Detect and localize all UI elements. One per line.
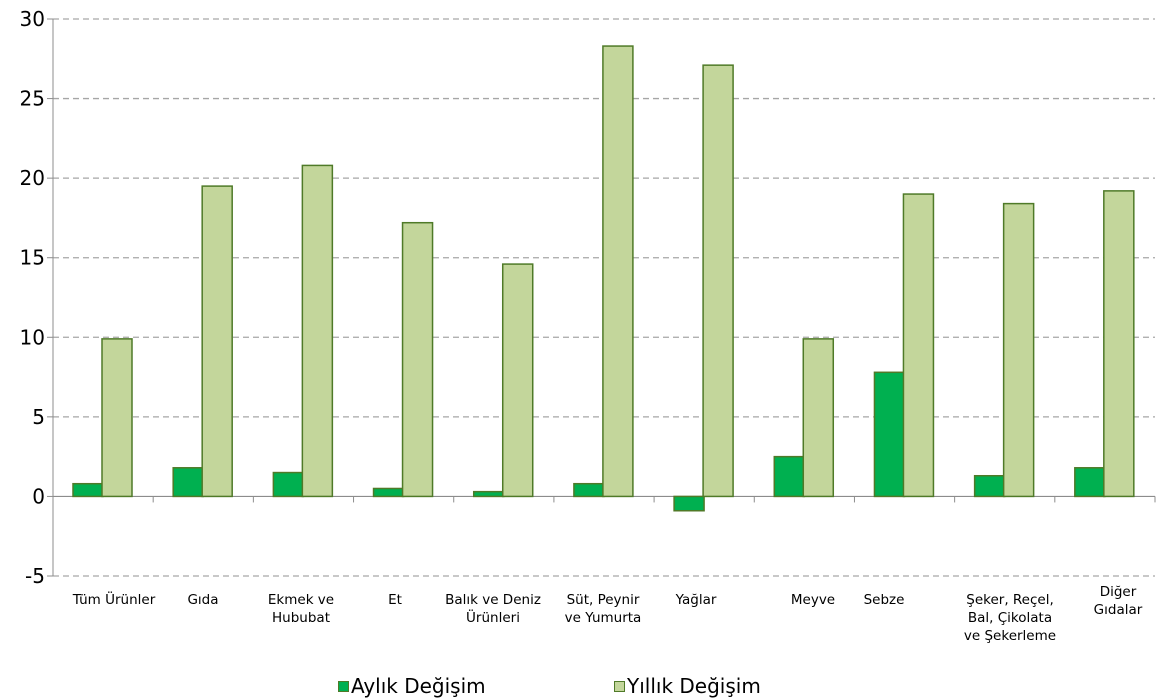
y-tick-label: 0 xyxy=(32,484,45,508)
x-category-label: Balık ve Deniz xyxy=(445,592,541,608)
y-tick-label: 30 xyxy=(20,7,45,31)
bar-monthly xyxy=(72,482,104,498)
legend: Aylık Değişim Yıllık Değişim xyxy=(0,674,1156,698)
y-tick-label: 5 xyxy=(32,405,45,429)
y-tick-label: 10 xyxy=(20,325,45,349)
bar-yearly xyxy=(702,64,734,498)
bar-yearly xyxy=(101,338,133,498)
bar-monthly xyxy=(873,371,906,498)
x-category-label: Süt, Peynir xyxy=(567,592,640,608)
x-category-label: Gıdalar xyxy=(1094,602,1143,618)
bar-yearly xyxy=(1002,202,1035,498)
legend-item-yearly: Yıllık Değişim xyxy=(614,674,761,698)
x-category-label: Yağlar xyxy=(675,592,717,608)
bar-monthly xyxy=(673,495,705,512)
x-category-label: ve Şekerleme xyxy=(964,628,1056,644)
x-category-label: Ürünleri xyxy=(466,608,520,626)
bar-yearly xyxy=(301,164,334,498)
legend-swatch-yearly xyxy=(614,680,625,692)
bar-yearly xyxy=(501,263,534,498)
bar-yearly xyxy=(902,193,935,498)
y-tick-label: -5 xyxy=(25,564,45,588)
bar-yearly xyxy=(802,338,835,498)
bar-yearly xyxy=(401,221,434,498)
bar-monthly xyxy=(372,487,405,498)
x-category-label: Meyve xyxy=(791,592,835,608)
x-category-label: Sebze xyxy=(864,592,905,608)
bar-monthly xyxy=(472,490,505,498)
x-category-label: Ekmek ve xyxy=(268,592,334,608)
x-category-label: Bal, Çikolata xyxy=(968,610,1052,626)
x-category-label: Diğer xyxy=(1100,584,1137,600)
bar-monthly xyxy=(172,467,204,498)
legend-label-yearly: Yıllık Değişim xyxy=(627,674,761,698)
y-tick-label: 20 xyxy=(20,166,45,190)
y-tick-label: 15 xyxy=(20,246,45,270)
x-category-label: Şeker, Reçel, xyxy=(966,592,1054,608)
y-tick-labels: -5 0 5 10 15 20 25 30 xyxy=(20,7,45,588)
legend-swatch-monthly xyxy=(338,680,349,692)
bar-yearly xyxy=(201,185,233,498)
bar-yearly xyxy=(1103,190,1135,498)
bar-monthly xyxy=(773,455,806,498)
bar-monthly xyxy=(1074,467,1106,498)
x-category-labels: Tüm Ürünler Gıda Ekmek ve Hububat Et Balık ve… xyxy=(72,584,1143,644)
x-category-label: Tüm Ürünler xyxy=(72,590,156,608)
bar-monthly xyxy=(973,474,1006,498)
legend-label-monthly: Aylık Değişim xyxy=(351,674,486,698)
y-tick-label: 25 xyxy=(20,87,45,111)
x-category-label: ve Yumurta xyxy=(565,610,642,626)
x-category-label: Et xyxy=(388,592,402,608)
x-category-label: Hububat xyxy=(272,610,330,626)
legend-item-monthly: Aylık Değişim xyxy=(338,674,486,698)
bar-yearly xyxy=(602,45,634,498)
x-category-label: Gıda xyxy=(187,592,218,608)
bars xyxy=(72,45,1135,512)
bar-monthly xyxy=(272,471,305,498)
bar-monthly xyxy=(573,482,605,498)
